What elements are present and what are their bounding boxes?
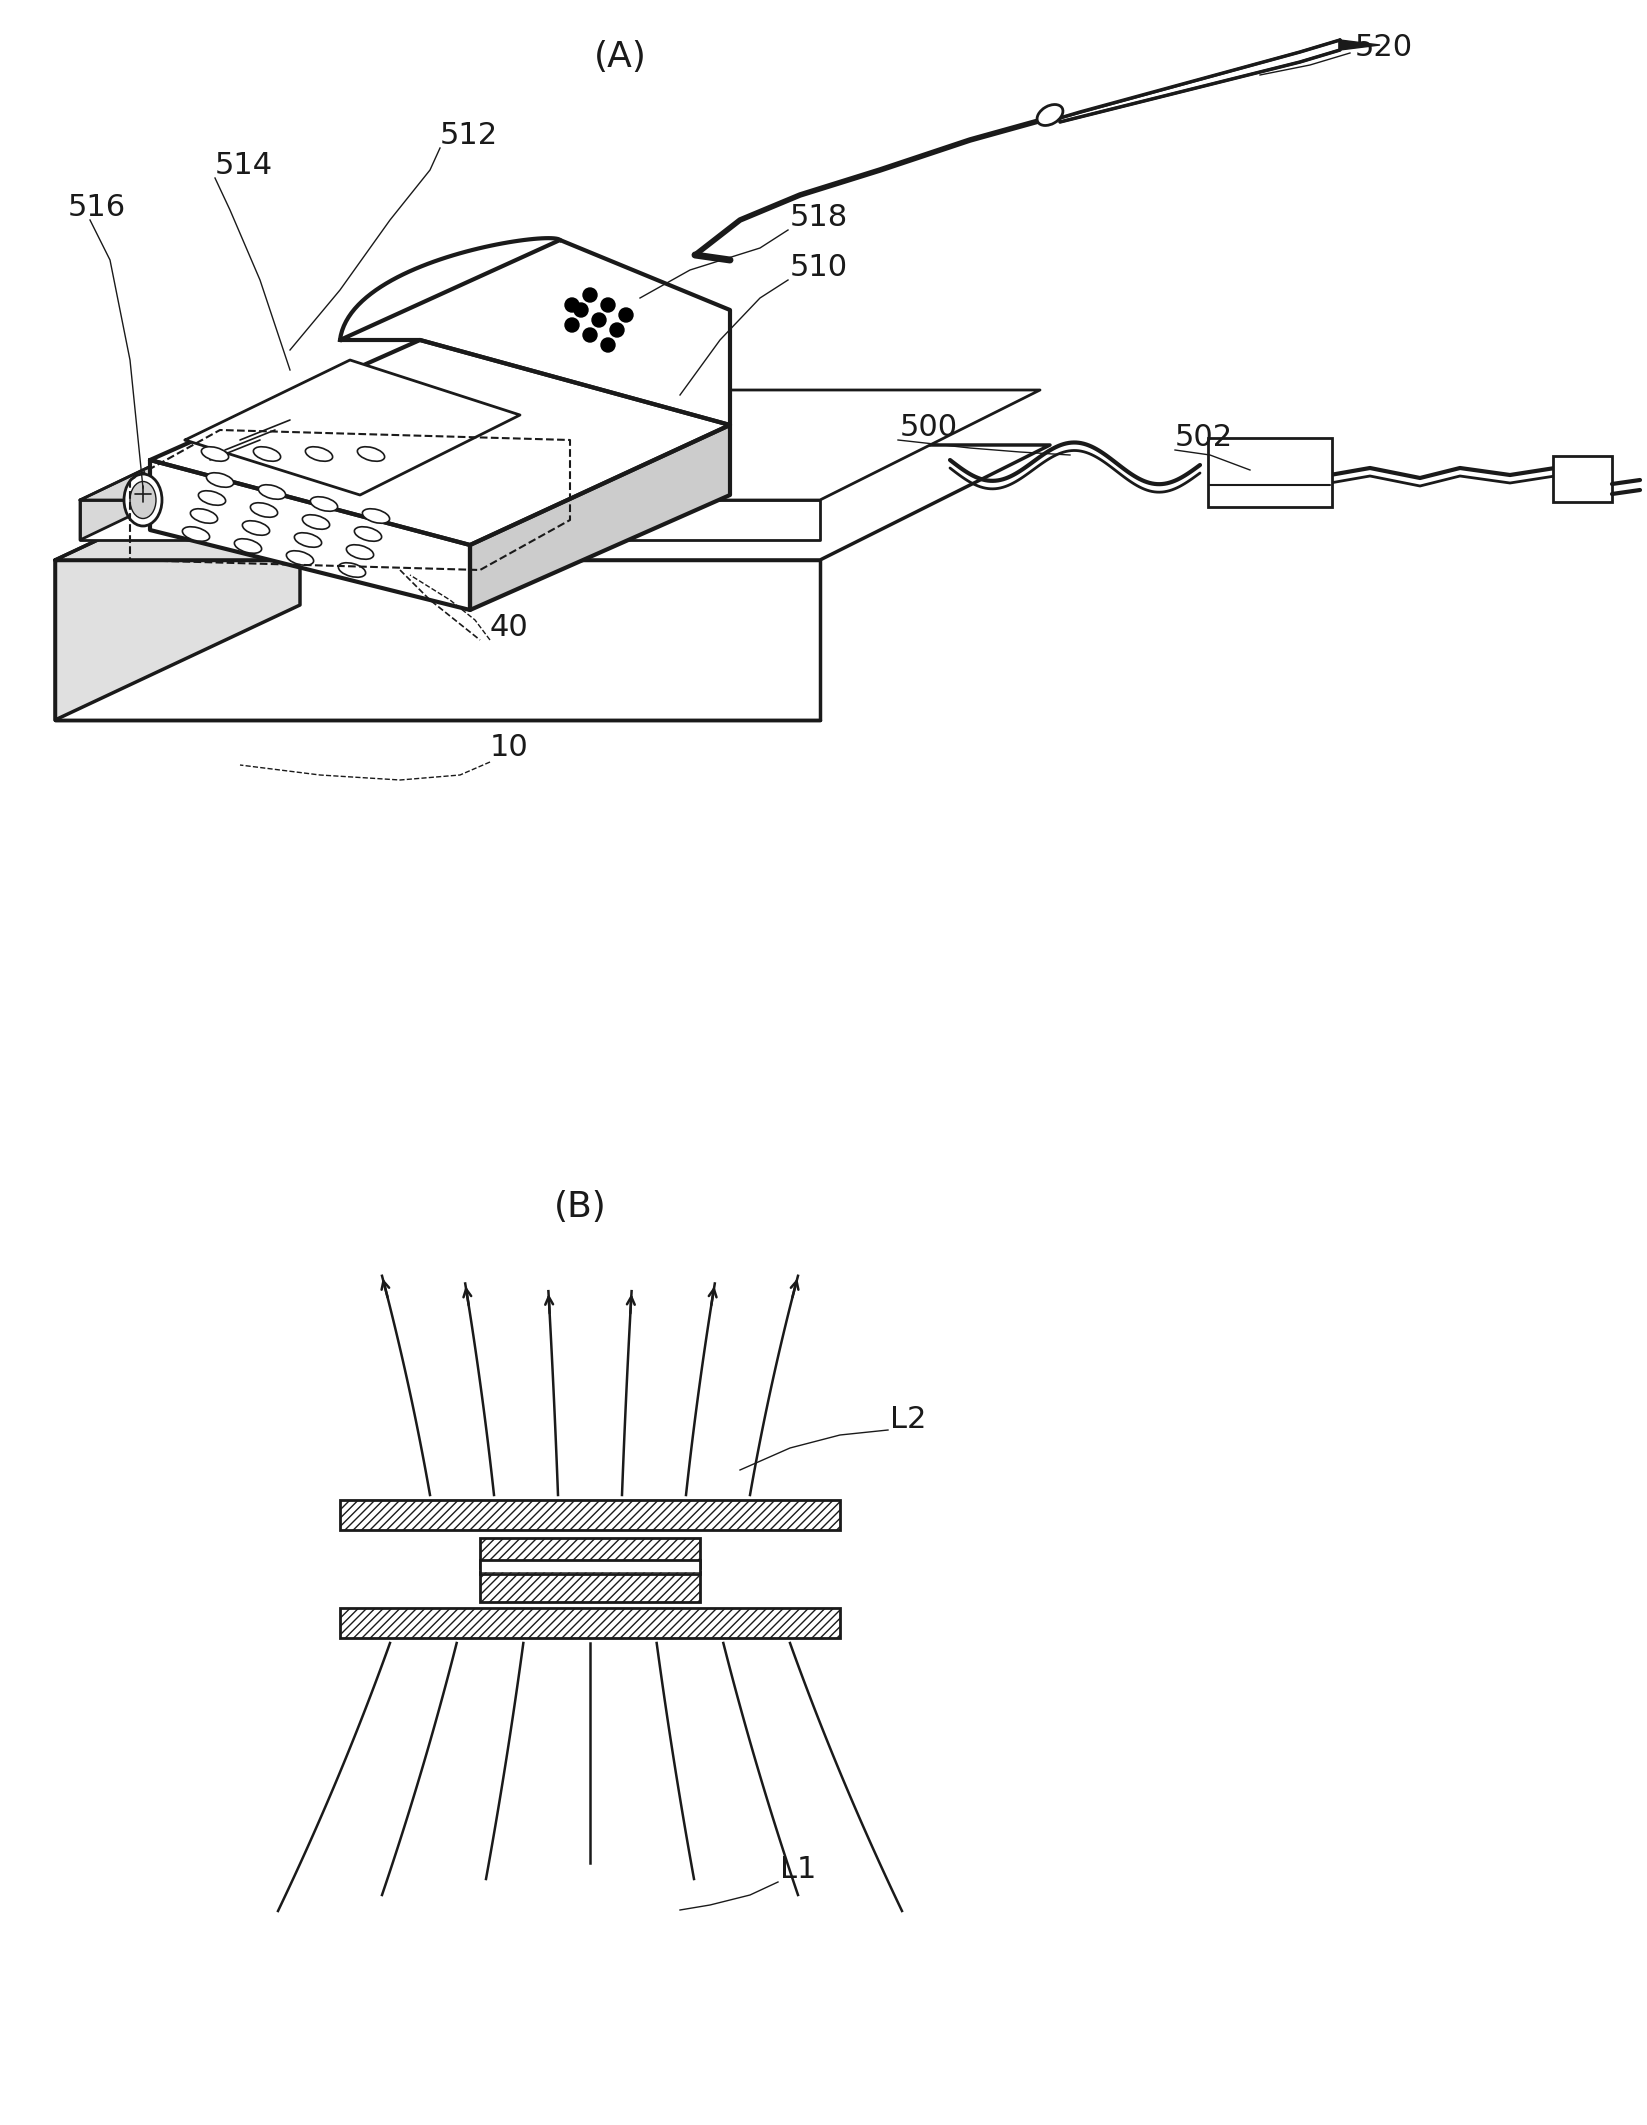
- Ellipse shape: [259, 484, 285, 499]
- Ellipse shape: [287, 550, 313, 565]
- Text: 520: 520: [1355, 34, 1413, 62]
- Polygon shape: [54, 561, 820, 720]
- Polygon shape: [54, 444, 300, 720]
- Circle shape: [565, 298, 580, 312]
- Ellipse shape: [201, 446, 229, 461]
- Ellipse shape: [346, 544, 374, 559]
- Ellipse shape: [1038, 104, 1062, 125]
- Circle shape: [565, 319, 580, 332]
- Ellipse shape: [250, 504, 278, 516]
- Bar: [339, 1609, 840, 1638]
- Polygon shape: [81, 499, 820, 540]
- Ellipse shape: [362, 508, 390, 523]
- Ellipse shape: [183, 527, 209, 542]
- Polygon shape: [81, 391, 310, 540]
- Text: (B): (B): [553, 1190, 606, 1224]
- Bar: [479, 1560, 700, 1575]
- Polygon shape: [54, 444, 1051, 561]
- Text: 40: 40: [491, 614, 529, 642]
- Ellipse shape: [310, 497, 338, 512]
- Ellipse shape: [357, 446, 385, 461]
- Ellipse shape: [354, 527, 382, 542]
- Polygon shape: [339, 240, 730, 425]
- Ellipse shape: [198, 491, 226, 506]
- Polygon shape: [469, 425, 730, 610]
- Polygon shape: [81, 391, 1039, 499]
- Text: 518: 518: [791, 204, 848, 232]
- Ellipse shape: [295, 533, 321, 548]
- Circle shape: [619, 308, 632, 323]
- Text: 500: 500: [899, 414, 959, 442]
- Ellipse shape: [191, 508, 217, 523]
- Ellipse shape: [305, 446, 333, 461]
- Bar: [479, 1538, 700, 1568]
- Ellipse shape: [303, 514, 329, 529]
- Circle shape: [575, 304, 588, 317]
- Circle shape: [583, 327, 596, 342]
- FancyBboxPatch shape: [1207, 438, 1332, 508]
- Text: 10: 10: [491, 733, 529, 763]
- Polygon shape: [150, 340, 730, 544]
- Text: 512: 512: [440, 121, 497, 149]
- Circle shape: [583, 289, 596, 302]
- Polygon shape: [1341, 40, 1380, 51]
- Ellipse shape: [234, 540, 262, 552]
- Polygon shape: [184, 359, 520, 495]
- Ellipse shape: [206, 472, 234, 487]
- Text: 514: 514: [216, 151, 273, 179]
- Circle shape: [591, 312, 606, 327]
- Bar: [479, 1572, 700, 1602]
- Polygon shape: [1061, 40, 1341, 121]
- Text: 502: 502: [1174, 423, 1234, 453]
- FancyBboxPatch shape: [1553, 457, 1612, 502]
- Circle shape: [609, 323, 624, 338]
- Text: L1: L1: [781, 1855, 817, 1885]
- Text: (A): (A): [593, 40, 646, 74]
- Bar: [339, 1609, 840, 1638]
- Ellipse shape: [338, 563, 366, 578]
- Bar: [479, 1538, 700, 1568]
- Ellipse shape: [254, 446, 280, 461]
- Circle shape: [601, 298, 614, 312]
- Bar: [479, 1572, 700, 1602]
- Circle shape: [601, 338, 614, 353]
- Text: 510: 510: [791, 253, 848, 283]
- Text: L2: L2: [889, 1405, 926, 1434]
- Ellipse shape: [242, 521, 270, 536]
- Text: 516: 516: [68, 193, 127, 223]
- Ellipse shape: [124, 474, 161, 527]
- Polygon shape: [150, 459, 469, 610]
- Bar: [339, 1500, 840, 1530]
- Bar: [339, 1500, 840, 1530]
- Ellipse shape: [130, 482, 156, 518]
